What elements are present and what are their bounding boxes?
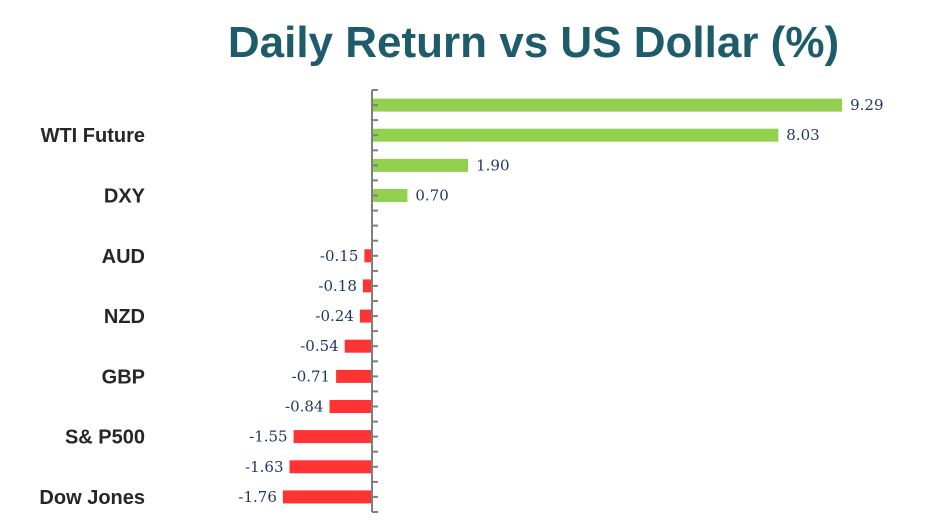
bar-6	[362, 279, 372, 293]
category-label-1: WTI Future	[41, 125, 145, 147]
category-axis	[371, 89, 378, 513]
bar-3	[372, 189, 408, 202]
chart-title: Daily Return vs US Dollar (%)	[227, 18, 840, 67]
category-label-13: Dow Jones	[39, 487, 145, 509]
bar-0	[372, 98, 843, 112]
data-label-9: -0.71	[292, 367, 330, 385]
data-label-3: 0.70	[415, 187, 448, 205]
bar-2	[372, 158, 469, 172]
category-label-11: S& P500	[65, 427, 145, 449]
bar-7	[359, 309, 372, 323]
data-label-5: -0.15	[320, 247, 358, 265]
bar-11	[293, 430, 372, 444]
category-label-3: DXY	[104, 186, 146, 208]
labels-layer: 9.29 8.03 1.90 0.70 -0.15 -0.18 -0.24 -0.54 -0.7…	[39, 96, 883, 509]
data-label-1: 8.03	[786, 126, 819, 144]
data-label-10: -0.84	[285, 398, 323, 416]
bar-13	[282, 490, 372, 504]
bar-10	[329, 400, 372, 413]
bar-9	[336, 369, 372, 383]
bar-12	[289, 460, 372, 474]
data-label-11: -1.55	[249, 428, 287, 446]
data-label-6: -0.18	[318, 277, 356, 295]
data-label-7: -0.24	[315, 307, 353, 325]
category-label-7: NZD	[104, 306, 145, 328]
data-label-2: 1.90	[476, 156, 509, 174]
bars-layer	[282, 98, 843, 504]
data-label-0: 9.29	[850, 96, 883, 114]
bar-1	[372, 128, 779, 142]
bar-5	[364, 249, 372, 263]
data-label-8: -0.54	[300, 337, 338, 355]
category-label-9: GBP	[102, 366, 145, 388]
data-label-13: -1.76	[238, 488, 276, 506]
category-label-5: AUD	[102, 246, 145, 268]
data-label-12: -1.63	[245, 458, 283, 476]
bar-8	[344, 339, 372, 353]
